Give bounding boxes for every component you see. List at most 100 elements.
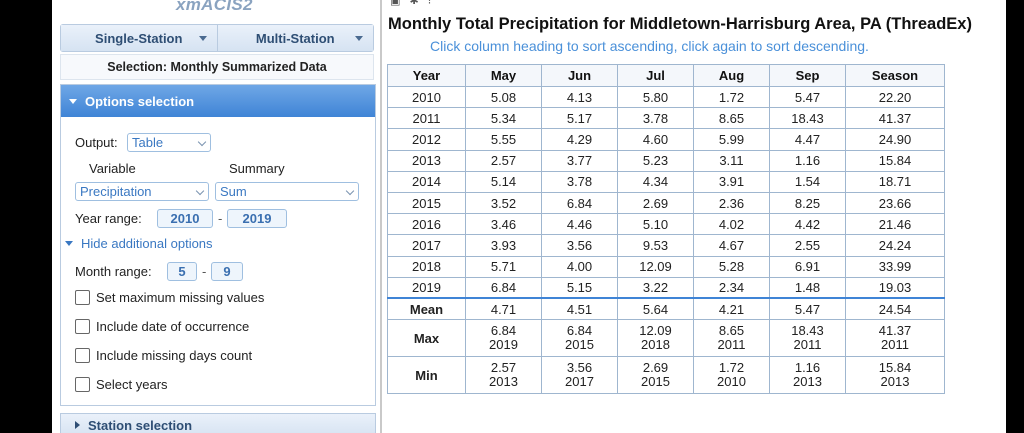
stat-value: 15.84 — [878, 360, 912, 376]
stat-label: Mean — [387, 297, 466, 321]
options-selection-header[interactable]: Options selection — [61, 85, 375, 117]
stat-cell: 6.84 2015 — [541, 319, 618, 358]
value-cell: 23.66 — [845, 191, 945, 215]
value-cell: 9.53 — [617, 234, 694, 257]
checkbox-label: Include missing days count — [96, 348, 253, 363]
stat-cell: 4.51 — [541, 297, 618, 321]
table-header-row: Year May Jun Jul Aug Sep Season — [387, 64, 945, 87]
stat-cell: 4.71 — [465, 297, 542, 321]
stat-cell: 3.56 2017 — [541, 356, 618, 395]
output-label: Output: — [75, 135, 118, 150]
table-row: 2017 3.93 3.56 9.53 4.67 2.55 24.24 — [387, 234, 945, 257]
stat-cell: 8.65 2011 — [693, 319, 770, 358]
toolbar-icons: ▣ ✱ ⁝ — [390, 0, 434, 7]
stat-value: 1.16 — [794, 360, 821, 376]
value-cell: 5.99 — [693, 128, 770, 151]
value-cell: 5.80 — [617, 85, 694, 109]
summary-select[interactable]: Sum — [215, 182, 359, 201]
value-cell: 6.91 — [769, 255, 846, 278]
help-icon[interactable]: ⁝ — [427, 0, 435, 7]
triangle-right-icon — [75, 421, 80, 429]
value-cell: 3.78 — [617, 107, 694, 130]
stat-row-min: Min 2.57 2013 3.56 2017 2.69 2015 1.72 2010 1.16 2… — [387, 356, 945, 395]
multi-station-menu[interactable]: Multi-Station — [216, 25, 373, 51]
stat-cell: 24.54 — [845, 297, 945, 321]
month-start-input[interactable]: 5 — [167, 262, 197, 281]
table-row: 2014 5.14 3.78 4.34 3.91 1.54 18.71 — [387, 170, 945, 193]
checkbox[interactable] — [75, 348, 90, 363]
checkbox[interactable] — [75, 377, 90, 392]
results-subtitle: Click column heading to sort ascending, … — [430, 38, 869, 54]
table-row: 2011 5.34 5.17 3.78 8.65 18.43 41.37 — [387, 107, 945, 130]
column-header-may[interactable]: May — [465, 64, 542, 87]
column-header-year[interactable]: Year — [387, 64, 466, 87]
value-cell: 4.47 — [769, 128, 846, 151]
table-row: 2016 3.46 4.46 5.10 4.02 4.42 21.46 — [387, 213, 945, 236]
single-station-menu[interactable]: Single-Station — [61, 25, 217, 51]
value-cell: 5.17 — [541, 107, 618, 130]
hide-additional-options-link[interactable]: Hide additional options — [65, 236, 213, 251]
value-cell: 22.20 — [845, 85, 945, 109]
stat-cell: 2.57 2013 — [465, 356, 542, 395]
value-cell: 3.46 — [465, 213, 542, 236]
left-panel: xmACIS2 Single-Station Multi-Station Sel… — [52, 0, 380, 433]
include-missing-days-option[interactable]: Include missing days count — [75, 348, 252, 363]
station-selection-header[interactable]: Station selection — [60, 413, 376, 433]
station-type-tabs: Single-Station Multi-Station — [60, 24, 374, 52]
print-icon[interactable]: ▣ — [390, 0, 404, 7]
value-cell: 12.09 — [617, 255, 694, 278]
column-header-jun[interactable]: Jun — [541, 64, 618, 87]
value-cell: 3.11 — [693, 149, 770, 172]
chevron-down-icon — [345, 186, 355, 196]
year-start-input[interactable]: 2010 — [157, 209, 213, 228]
value-cell: 21.46 — [845, 213, 945, 236]
value-cell: 2.57 — [465, 149, 542, 172]
stat-value: 2.69 — [642, 360, 669, 376]
station-selection-label: Station selection — [88, 417, 193, 433]
year-cell: 2011 — [387, 107, 466, 130]
month-range-dash: - — [202, 264, 207, 279]
stat-value: 2.57 — [490, 360, 517, 376]
stat-cell: 2.69 2015 — [617, 356, 694, 395]
multi-station-label: Multi-Station — [255, 30, 335, 46]
value-cell: 5.71 — [465, 255, 542, 278]
stat-year: 2011 — [717, 337, 746, 353]
value-cell: 1.48 — [769, 276, 846, 299]
value-cell: 8.65 — [693, 107, 770, 130]
stat-year: 2013 — [489, 374, 518, 390]
select-years-option[interactable]: Select years — [75, 377, 168, 392]
value-cell: 3.52 — [465, 191, 542, 215]
single-station-label: Single-Station — [95, 30, 183, 46]
year-cell: 2014 — [387, 170, 466, 193]
value-cell: 3.22 — [617, 276, 694, 299]
column-header-season[interactable]: Season — [845, 64, 945, 87]
panel-divider[interactable] — [380, 0, 382, 433]
value-cell: 1.72 — [693, 85, 770, 109]
checkbox[interactable] — [75, 319, 90, 334]
year-cell: 2016 — [387, 213, 466, 236]
settings-icon[interactable]: ✱ — [409, 0, 422, 7]
stat-cell: 18.43 2011 — [769, 319, 846, 358]
year-cell: 2010 — [387, 85, 466, 109]
value-cell: 6.84 — [541, 191, 618, 215]
year-range-label: Year range: — [75, 211, 142, 226]
year-end-input[interactable]: 2019 — [227, 209, 287, 228]
triangle-down-icon — [65, 241, 73, 246]
output-select[interactable]: Table — [127, 133, 211, 152]
value-cell: 18.71 — [845, 170, 945, 193]
stat-cell: 5.47 — [769, 297, 846, 321]
checkbox[interactable] — [75, 290, 90, 305]
stat-year: 2013 — [880, 374, 910, 390]
value-cell: 3.78 — [541, 170, 618, 193]
options-panel: Options selection Output: Table Variable… — [60, 84, 376, 406]
column-header-jul[interactable]: Jul — [617, 64, 694, 87]
month-end-input[interactable]: 9 — [211, 262, 243, 281]
triangle-down-icon — [69, 98, 77, 104]
table-row: 2012 5.55 4.29 4.60 5.99 4.47 24.90 — [387, 128, 945, 151]
column-header-aug[interactable]: Aug — [693, 64, 770, 87]
variable-select[interactable]: Precipitation — [75, 182, 209, 201]
set-max-missing-option[interactable]: Set maximum missing values — [75, 290, 264, 305]
column-header-sep[interactable]: Sep — [769, 64, 846, 87]
include-date-of-occurrence-option[interactable]: Include date of occurrence — [75, 319, 249, 334]
stat-value: 3.56 — [566, 360, 593, 376]
